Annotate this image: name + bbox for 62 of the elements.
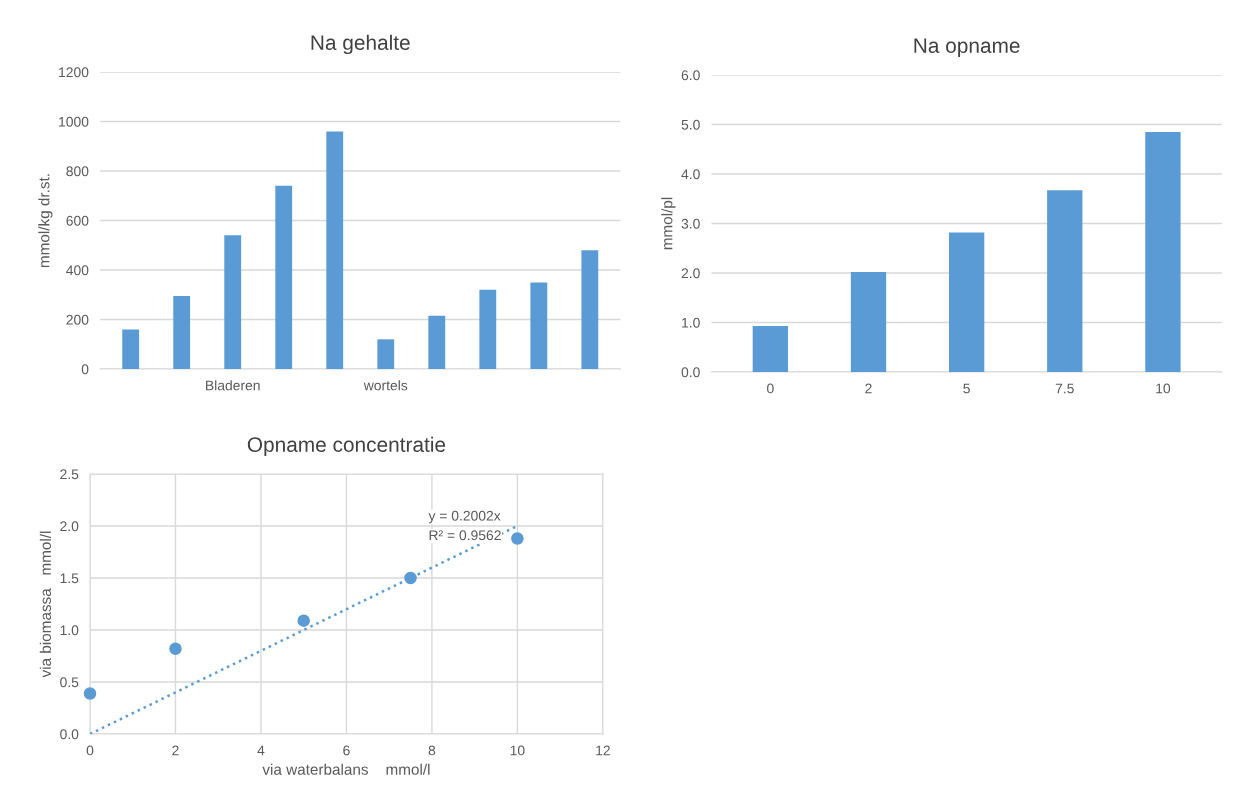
x-tick-label: 10: [510, 745, 525, 756]
chart-title: Na opname: [914, 38, 1020, 58]
y-tick-label: 2.0: [60, 521, 79, 532]
point: [511, 532, 524, 545]
chart-title: Na gehalte: [311, 34, 410, 55]
bar: [530, 282, 548, 370]
y-tick-label: 1.5: [60, 573, 79, 584]
x-tick-label: 2: [865, 383, 872, 394]
x-axis-title: via waterbalans mmol/l: [262, 763, 430, 775]
x-tick-label: 5: [963, 383, 970, 394]
y-tick-label: 1000: [59, 116, 89, 127]
point: [83, 687, 97, 700]
y-tick-label: 0.0: [681, 367, 700, 378]
point: [297, 614, 310, 627]
y-axis-title: mmol/kg dr.st.: [38, 174, 53, 268]
y-axis-title: via biomassa mmol/l: [39, 531, 52, 678]
bar: [122, 329, 140, 370]
bar: [1047, 190, 1083, 373]
y-tick-label: 800: [66, 166, 89, 177]
y-tick-label: 600: [66, 215, 89, 226]
y-tick-label: 1.0: [682, 317, 700, 328]
bar: [1145, 131, 1181, 373]
bar: [326, 131, 344, 370]
y-tick-label: 0: [81, 364, 89, 375]
annotation: R² = 0.9562: [429, 530, 501, 541]
bar: [377, 339, 395, 370]
x-tick-label: 10: [1156, 383, 1171, 394]
y-tick-label: 0.5: [60, 677, 79, 688]
bar: [948, 232, 985, 373]
bar: [224, 235, 242, 370]
bar: [479, 289, 497, 370]
bar: [173, 296, 191, 370]
bar: [428, 315, 446, 370]
y-tick-label: 2.0: [681, 268, 700, 279]
x-tick-label: 0: [767, 383, 774, 394]
y-tick-label: 6.0: [681, 70, 700, 81]
x-tick-label: 2: [172, 745, 179, 756]
x-tick-label: Bladeren: [206, 380, 260, 391]
bar: [752, 325, 789, 373]
y-tick-label: 3.0: [681, 218, 700, 229]
y-tick-label: 200: [66, 314, 89, 325]
x-tick-label: 7.5: [1055, 383, 1074, 394]
y-tick-label: 5.0: [681, 119, 700, 130]
y-tick-label: 1.0: [60, 625, 79, 636]
y-tick-label: 400: [66, 265, 89, 276]
chart-title: Opname concentratie: [247, 436, 446, 457]
x-tick-label: 12: [596, 745, 610, 756]
y-tick-label: 0.0: [60, 729, 79, 740]
y-tick-label: 1200: [59, 67, 89, 78]
bar: [581, 250, 599, 370]
point: [404, 571, 417, 585]
x-tick-label: 6: [343, 745, 350, 756]
point: [169, 642, 182, 655]
y-tick-label: 2.5: [60, 469, 79, 480]
bar: [275, 185, 293, 370]
x-tick-label: 8: [428, 745, 436, 756]
y-tick-label: 4.0: [681, 169, 700, 180]
bar: [850, 272, 887, 373]
y-axis-title: mmol/pl: [661, 197, 676, 250]
annotation: y = 0.2002x: [428, 510, 501, 524]
x-tick-label: wortels: [363, 380, 408, 391]
x-tick-label: 4: [257, 745, 265, 756]
